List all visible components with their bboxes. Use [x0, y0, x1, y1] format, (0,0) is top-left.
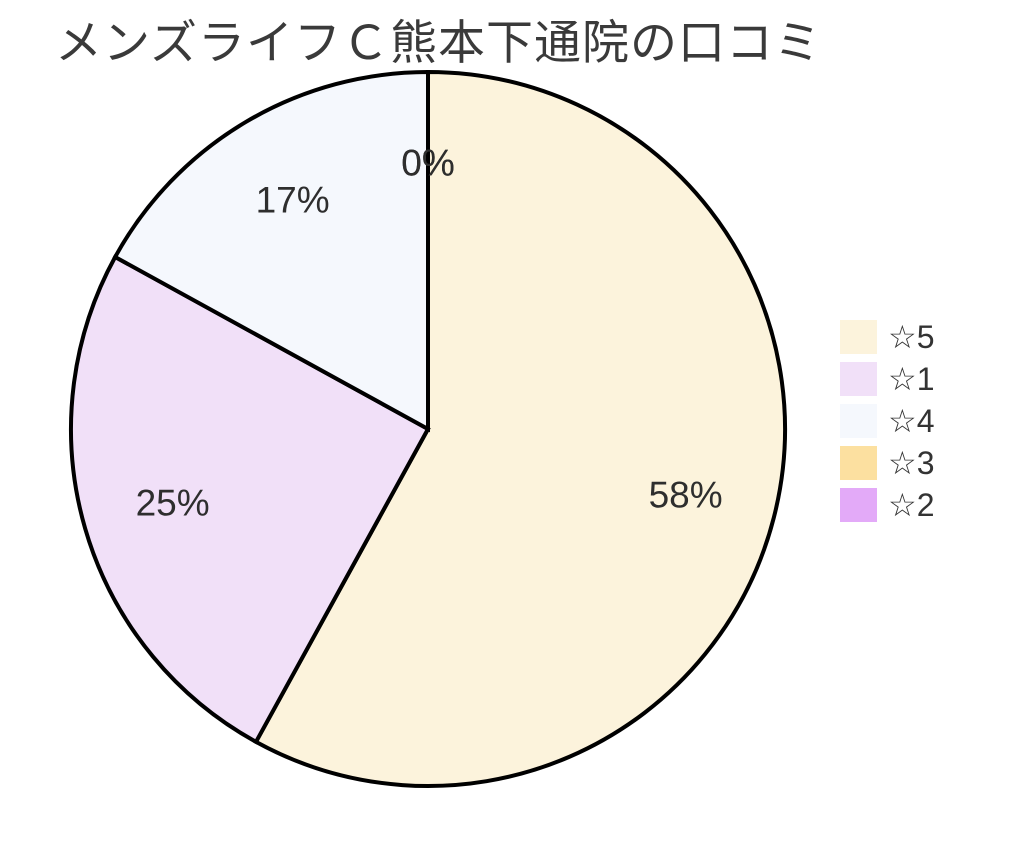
legend-item: ☆3 [840, 446, 934, 480]
legend-item: ☆2 [840, 488, 934, 522]
pie-slice-1 [253, 69, 787, 788]
legend: ☆5 ☆1 ☆4 ☆3 ☆2 [840, 320, 934, 530]
pie-slice-label-4: 0% [401, 143, 454, 184]
legend-label: ☆4 [888, 403, 935, 439]
legend-item: ☆5 [840, 320, 934, 354]
pie-slice-label-3: 17% [256, 180, 330, 221]
legend-swatch [840, 362, 877, 396]
pie-slice-label-2: 25% [136, 483, 210, 524]
legend-label: ☆3 [888, 445, 935, 481]
legend-swatch [840, 320, 877, 354]
legend-label: ☆1 [888, 361, 935, 397]
pie-slice-3 [112, 69, 430, 433]
legend-swatch [840, 446, 877, 480]
chart-title: メンズライフＣ熊本下通院の口コミ [55, 16, 823, 69]
legend-swatch [840, 488, 877, 522]
pie-slice-label-1: 58% [649, 475, 723, 516]
pie-slice-label-5: 0% [401, 143, 454, 184]
legend-label: ☆2 [888, 487, 935, 523]
pie-slice-2 [69, 254, 431, 745]
legend-swatch [840, 404, 877, 438]
legend-label: ☆5 [888, 319, 935, 355]
legend-item: ☆4 [840, 404, 934, 438]
legend-item: ☆1 [840, 362, 934, 396]
